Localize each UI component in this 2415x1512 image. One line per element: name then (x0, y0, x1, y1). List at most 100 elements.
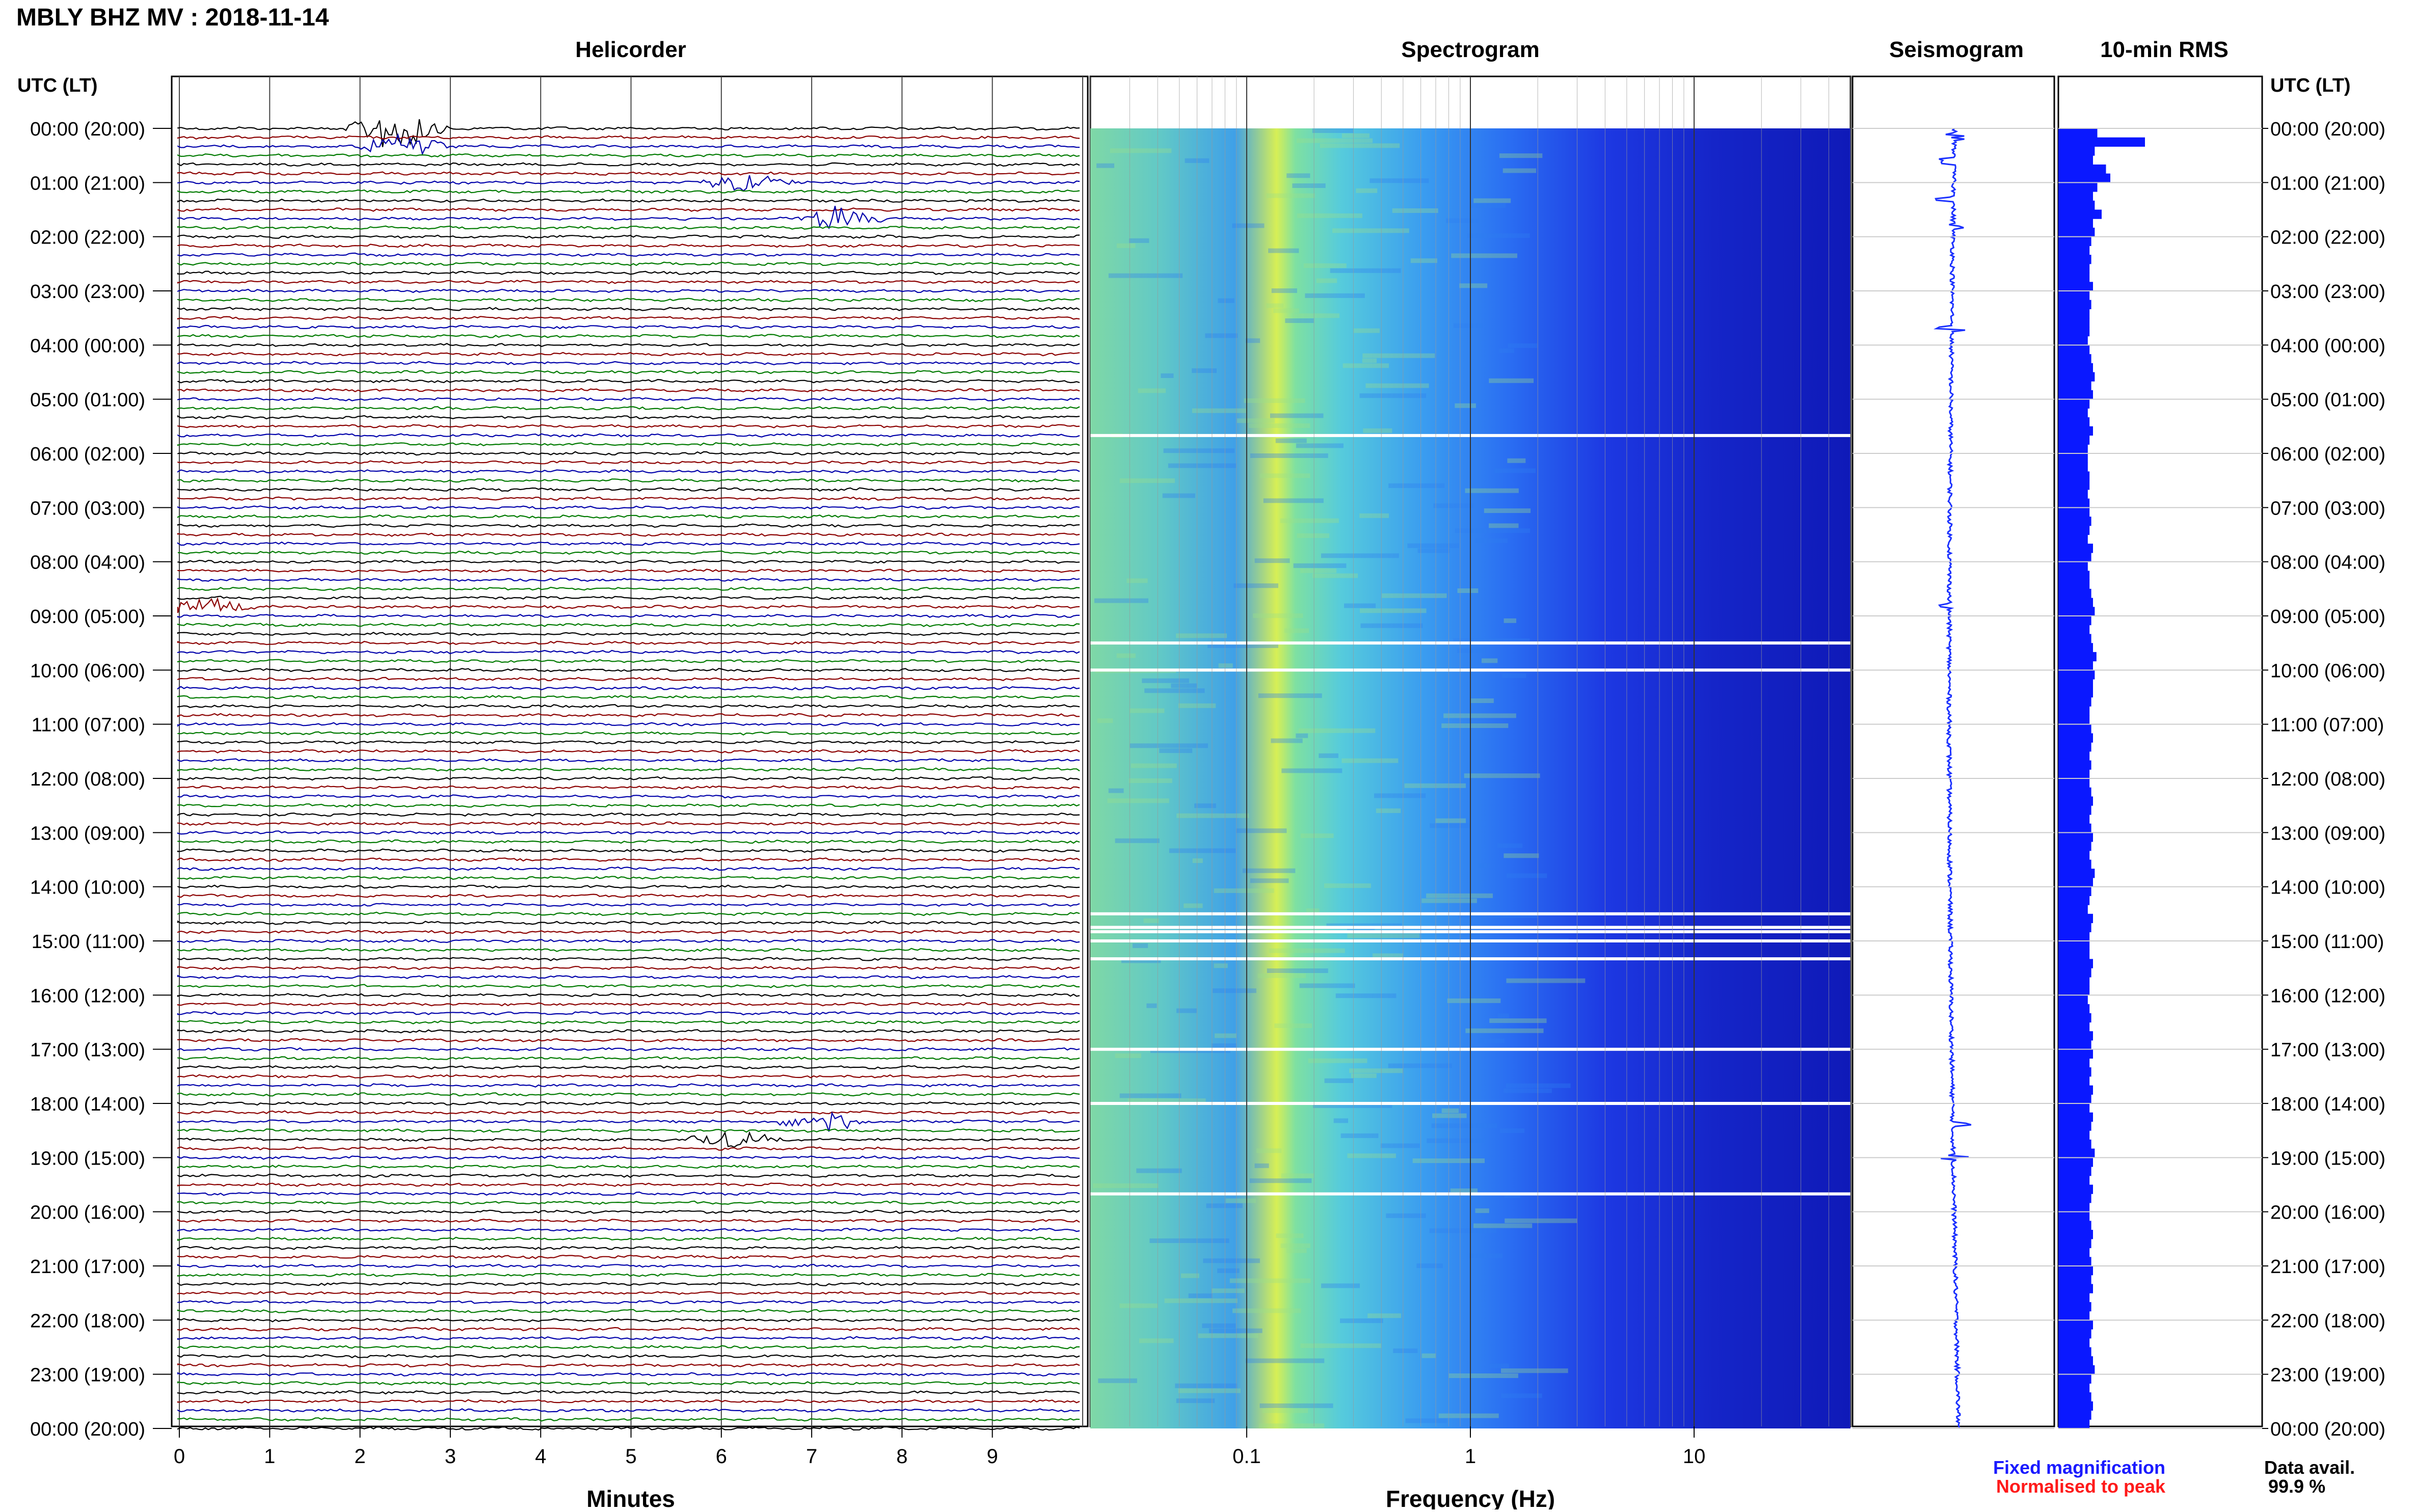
spectrogram-cell (1176, 813, 1249, 818)
rms-bar (2058, 1167, 2091, 1176)
spectrogram-cell (1435, 818, 1466, 823)
spectrogram-cell (1507, 873, 1547, 878)
rms-bar (2058, 1211, 2090, 1221)
spectrogram-cell (1206, 1203, 1243, 1208)
helicorder-trace (177, 866, 1080, 871)
rms-bar (2058, 661, 2093, 670)
helicorder-trace (177, 280, 1080, 284)
minutes-tick-label: 3 (445, 1445, 456, 1468)
rms-bar (2058, 1157, 2093, 1167)
spectrogram-cell (1202, 1323, 1236, 1328)
spectrogram-cell (1494, 468, 1536, 473)
rms-bar (2058, 462, 2088, 472)
spectrogram-cell (1262, 1408, 1308, 1413)
helicorder-trace (177, 1236, 1080, 1241)
rms-bar (2058, 959, 2093, 968)
helicorder-trace (177, 207, 1080, 212)
spectrogram-cell (1214, 963, 1228, 968)
helicorder-trace (177, 902, 1080, 907)
helicorder-trace (177, 1390, 1080, 1395)
rms-bar (2058, 209, 2102, 219)
time-label-left: 02:00 (22:00) (30, 227, 145, 249)
frequency-tick-label: 1 (1465, 1445, 1476, 1468)
spectrogram-cell (1320, 143, 1400, 148)
minutes-tick-label: 1 (264, 1445, 275, 1468)
time-label-right: 01:00 (21:00) (2270, 173, 2385, 194)
spectrogram-cell (1192, 368, 1217, 373)
rms-bar (2058, 706, 2090, 716)
spectrogram-cell (1198, 1333, 1258, 1338)
spectrogram-cell (1266, 303, 1284, 308)
helicorder-trace (177, 298, 1080, 303)
helicorder-trace (177, 975, 1080, 980)
rms-bar (2058, 688, 2093, 698)
helicorder-trace (177, 1074, 1080, 1079)
helicorder-trace (177, 695, 1080, 699)
time-label-right: 00:00 (20:00) (2270, 119, 2385, 140)
helicorder-trace (177, 659, 1080, 663)
spectrogram-cell (1300, 1343, 1381, 1348)
spectrogram-cell (1286, 173, 1310, 178)
rms-bar (2058, 796, 2093, 806)
spectrogram-cell (1380, 1143, 1420, 1148)
spectrogram-cell (1469, 1253, 1503, 1258)
rms-bar (2058, 1103, 2090, 1113)
rms-bar (2058, 1275, 2091, 1284)
spectrogram-cell (1218, 298, 1235, 303)
rms-bar (2058, 327, 2090, 337)
spectrogram-cell (1271, 288, 1297, 293)
rms-bar (2058, 1040, 2091, 1050)
spectrogram-cell (1353, 328, 1380, 333)
rms-bar (2058, 444, 2088, 454)
rms-bar (2058, 905, 2088, 914)
helicorder-trace (177, 1065, 1080, 1070)
helicorder-trace (177, 596, 1080, 600)
minutes-tick-label: 9 (987, 1445, 998, 1468)
spectrogram-cell (1362, 353, 1435, 358)
rms-bar (2058, 751, 2090, 761)
helicorder-trace (177, 984, 1080, 988)
helicorder-trace (177, 1002, 1080, 1007)
spectrogram-cell (1470, 698, 1494, 703)
spectrogram-cell (1188, 1293, 1213, 1298)
spectrogram-cell (1254, 558, 1290, 563)
helicorder-trace (177, 487, 1080, 492)
time-label-right: 00:00 (20:00) (2270, 1419, 2385, 1440)
rms-bar (2058, 634, 2091, 643)
helicorder-trace (177, 569, 1080, 573)
spectrogram-cell (1168, 463, 1237, 468)
frequency-tick-label: 0.1 (1232, 1445, 1261, 1468)
data-avail-value: 99.9 % (2268, 1476, 2325, 1497)
helicorder-trace (177, 632, 1080, 636)
rms-title: 10-min RMS (2100, 37, 2229, 62)
rms-panel (2057, 75, 2263, 1429)
rms-bar (2058, 1248, 2090, 1257)
spectrogram-cell (1276, 1233, 1304, 1238)
spectrogram-cell (1478, 863, 1490, 868)
rms-bar (2058, 552, 2091, 562)
spectrogram-cell (1131, 763, 1177, 768)
rms-bar (2058, 381, 2091, 391)
time-label-right: 19:00 (15:00) (2270, 1148, 2385, 1169)
helicorder-trace (177, 460, 1080, 465)
spectrogram-cell (1484, 508, 1531, 513)
spectrogram-cell (1421, 898, 1477, 903)
rms-bar (2058, 372, 2095, 382)
helicorder-trace (177, 920, 1080, 925)
time-label-left: 19:00 (15:00) (30, 1148, 145, 1169)
rms-bar (2058, 625, 2090, 634)
rms-bar (2058, 1221, 2091, 1230)
rms-bar (2058, 859, 2091, 869)
rms-bar (2058, 1383, 2090, 1393)
helicorder-trace (177, 731, 1080, 736)
rms-bar (2058, 1139, 2091, 1149)
spectrogram-cell (1136, 1168, 1182, 1173)
helicorder-trace (177, 668, 1080, 672)
helicorder-trace (177, 162, 1080, 167)
spectrogram-cell (1280, 1243, 1310, 1248)
spectrogram-cell (1504, 618, 1516, 623)
helicorder-trace (177, 135, 1080, 140)
spectrogram-cell (1286, 1248, 1307, 1253)
minutes-tick-label: 4 (535, 1445, 546, 1468)
